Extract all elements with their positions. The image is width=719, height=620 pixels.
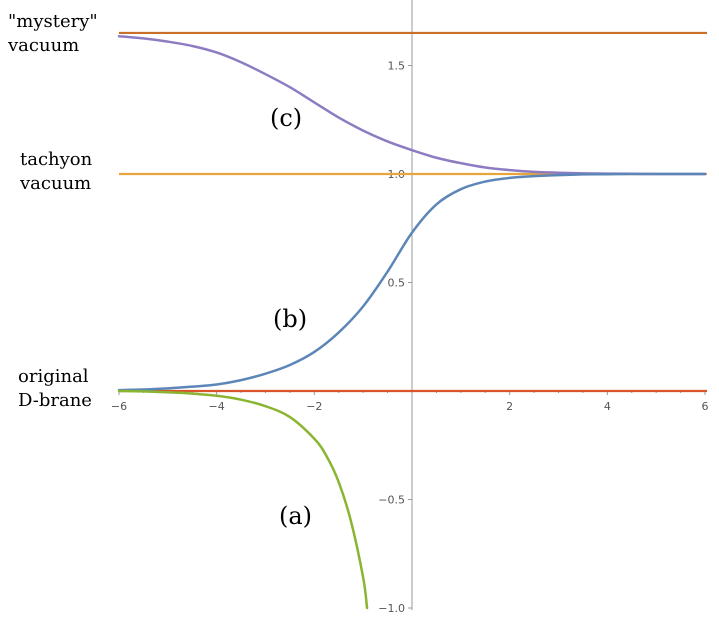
mystery-vacuum-label-line2: vacuum: [7, 35, 79, 56]
x-tick-label: −6: [111, 400, 127, 413]
ticks: −6 −4 −2 2 4 6−1.0−0.50.51.01.5: [111, 60, 709, 616]
y-tick-label: −0.5: [378, 494, 405, 507]
tachyon-vacuum-label-line2: vacuum: [19, 173, 91, 194]
curve-label-a: (a): [279, 502, 312, 530]
x-tick-label: −2: [306, 400, 322, 413]
curve-label-c: (c): [270, 104, 302, 132]
series-group: [117, 34, 707, 610]
tachyon-vacuum-label-line1: tachyon: [20, 149, 93, 170]
y-tick-label: −1.0: [378, 602, 405, 615]
original-d-brane-label-line2: D-brane: [18, 390, 92, 411]
series-line-a: [117, 389, 369, 610]
axes: [119, 0, 707, 610]
x-tick-label: −4: [209, 400, 225, 413]
curve-label-b: (b): [273, 305, 307, 333]
original-d-brane-label-line1: original: [18, 366, 89, 387]
x-tick-label: 4: [604, 400, 611, 413]
horizontal-lines: [119, 31, 707, 393]
series-line-b: [117, 172, 707, 392]
y-tick-label: 0.5: [388, 277, 406, 290]
y-tick-label: 1.5: [388, 60, 406, 73]
x-tick-label: 6: [702, 400, 709, 413]
x-tick-label: 2: [506, 400, 513, 413]
mystery-vacuum-label-line1: "mystery": [8, 11, 98, 32]
